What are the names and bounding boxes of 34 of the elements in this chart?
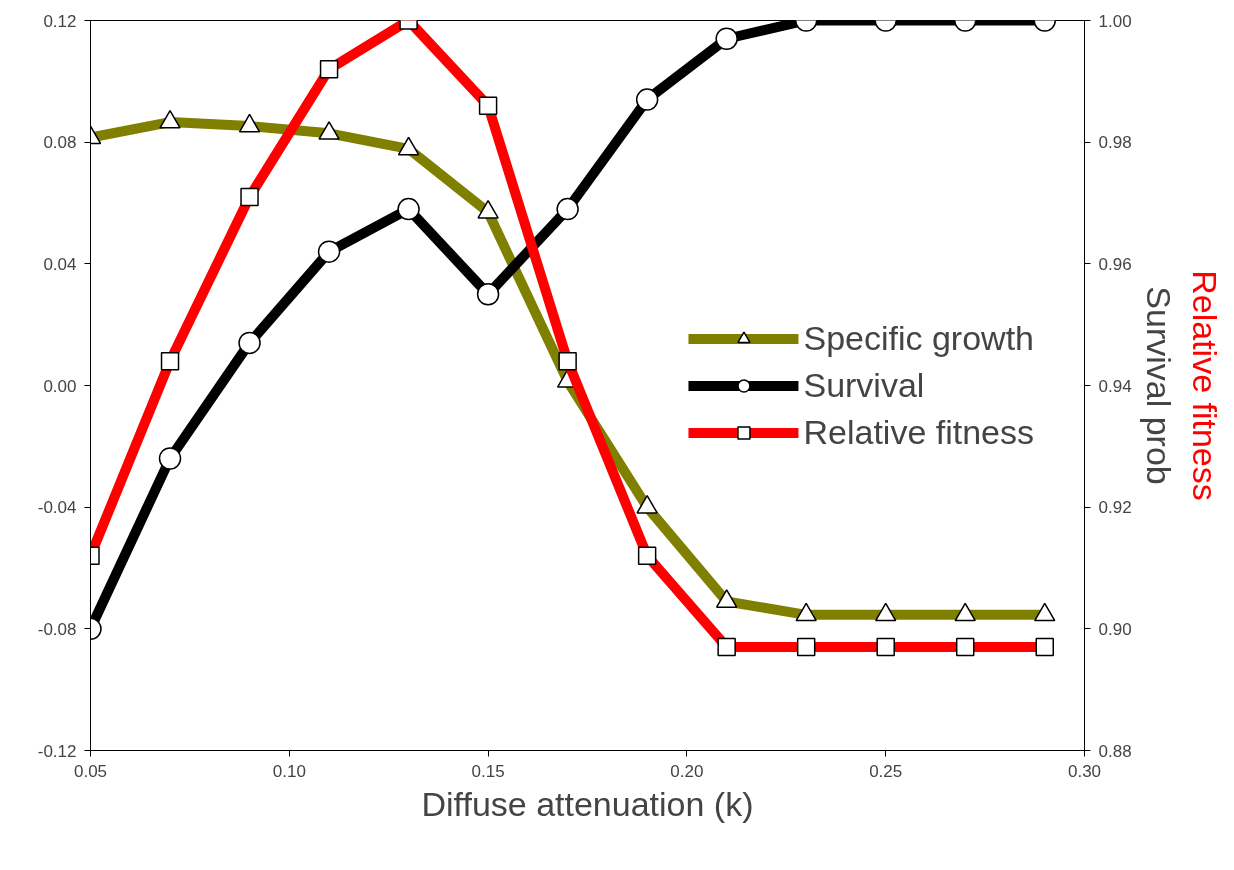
y3-axis-title: Relative fitness — [1185, 270, 1224, 501]
x-tick-label: 0.10 — [272, 761, 306, 781]
point — [397, 197, 420, 221]
y2-tick-label: 0.96 — [1098, 254, 1132, 274]
y2-tick-label: 1.00 — [1098, 11, 1132, 31]
point — [238, 331, 261, 355]
y2-tick-label: 0.88 — [1098, 741, 1132, 761]
y2-tick-label: 0.92 — [1098, 498, 1132, 518]
x-axis-title: Diffuse attenuation (k) — [421, 784, 754, 823]
x-tick-label: 0.20 — [670, 761, 704, 781]
point — [635, 88, 659, 111]
y-tick-label: -0.08 — [37, 619, 77, 639]
point — [158, 447, 182, 470]
point — [556, 197, 579, 221]
y2-tick-label: 0.94 — [1098, 376, 1132, 396]
point — [317, 240, 341, 263]
y2-axis-title: Survival prob — [1139, 286, 1178, 485]
point — [715, 27, 738, 50]
y2-tick-label: 0.98 — [1098, 133, 1132, 153]
y-tick-label: 0.04 — [43, 254, 77, 274]
x-tick-label: 0.25 — [869, 761, 903, 781]
x-tick-label: 0.05 — [73, 761, 108, 781]
y-tick-label: -0.12 — [37, 741, 77, 761]
legend-label: Relative fitness — [803, 412, 1034, 452]
x-tick-label: 0.15 — [471, 761, 505, 781]
y2-tick-label: 0.90 — [1098, 619, 1132, 639]
y-tick-label: 0.08 — [43, 133, 77, 153]
point — [476, 283, 500, 306]
legend-label: Survival — [803, 365, 925, 405]
y-tick-label: -0.04 — [37, 498, 77, 518]
x-tick-label: 0.30 — [1067, 761, 1102, 781]
legend-label: Specific growth — [803, 318, 1034, 358]
y-tick-label: 0.12 — [43, 11, 77, 31]
y-tick-label: 0.00 — [43, 376, 77, 396]
